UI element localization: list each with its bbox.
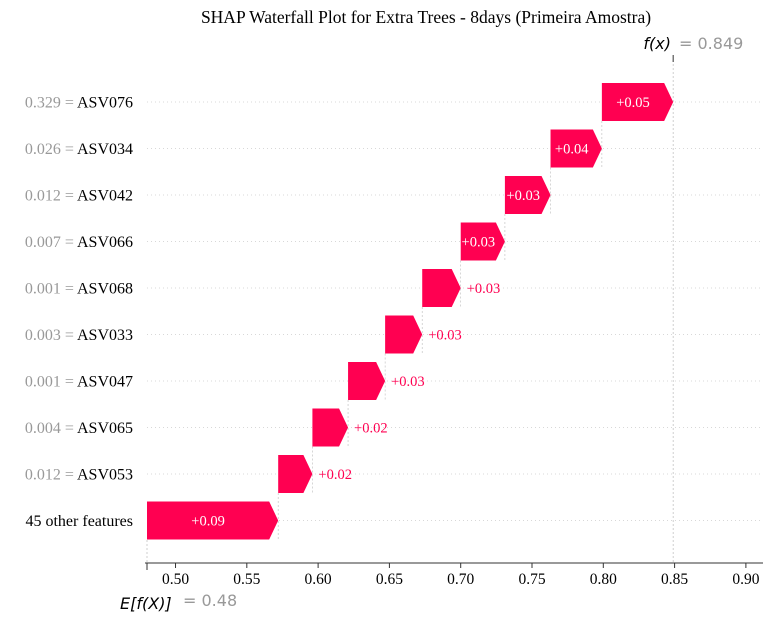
feature-name: ASV053 <box>77 467 133 484</box>
base-annotation: E[f(X)] = 0.48 <box>120 591 237 613</box>
feature-value: 0.003 = <box>25 327 77 344</box>
base-value: = 0.48 <box>183 591 237 610</box>
bar-value-label: +0.03 <box>467 281 501 297</box>
feature-name: ASV047 <box>77 374 133 391</box>
feature-value: 0.001 = <box>25 374 77 391</box>
feature-labels: 0.329 = ASV076 0.026 = ASV034 0.012 = ASV0… <box>25 95 133 531</box>
x-tick-label: 0.80 <box>590 571 617 588</box>
output-value: = 0.849 <box>679 34 743 53</box>
bars: +0.05 +0.04 +0.03 +0.03 +0.03 +0.03 +0.03 +0.02… <box>147 83 674 540</box>
feature-name: ASV042 <box>77 188 133 205</box>
shap-bar <box>601 83 674 121</box>
shap-bar <box>312 408 349 447</box>
bar-value-label: +0.04 <box>555 142 589 158</box>
chart-title: SHAP Waterfall Plot for Extra Trees - 8d… <box>201 7 651 27</box>
output-label: f(x) <box>643 34 671 53</box>
shap-bar <box>550 129 602 168</box>
feature-value: 0.007 = <box>25 234 77 251</box>
x-tick-label: 0.50 <box>162 571 189 588</box>
feature-label: 0.026 = ASV034 <box>25 141 133 158</box>
feature-name: ASV066 <box>77 234 133 251</box>
feature-value: 0.012 = <box>25 467 77 484</box>
feature-label: 0.003 = ASV033 <box>25 327 133 344</box>
feature-value: 0.012 = <box>25 188 77 205</box>
feature-label: 0.007 = ASV066 <box>25 234 133 251</box>
shap-bar <box>460 222 505 261</box>
bar-value-label: +0.03 <box>391 374 425 390</box>
feature-label: 0.012 = ASV042 <box>25 188 133 205</box>
feature-value: 0.026 = <box>25 141 77 158</box>
x-tick-label: 0.55 <box>233 571 260 588</box>
feature-name: ASV034 <box>77 141 133 158</box>
bar-value-label: +0.03 <box>428 328 462 344</box>
feature-name: ASV033 <box>77 327 133 344</box>
bar-value-label: +0.05 <box>616 95 650 111</box>
bar-value-label: +0.03 <box>462 235 496 251</box>
x-tick-label: 0.90 <box>732 571 759 588</box>
bar-value-label: +0.03 <box>506 188 540 204</box>
x-axis: 0.50 0.55 0.60 0.65 0.70 0.75 0.80 0.85 0.90 <box>145 55 763 588</box>
shap-bar <box>147 501 279 540</box>
feature-label: 0.012 = ASV053 <box>25 467 133 484</box>
bar-value-label: +0.02 <box>354 421 388 437</box>
feature-value: 0.329 = <box>25 95 77 112</box>
shap-bar <box>278 455 313 493</box>
feature-label: 0.001 = ASV068 <box>25 281 133 298</box>
x-tick-label: 0.65 <box>376 571 403 588</box>
shap-bar <box>504 176 551 214</box>
x-tick-label: 0.60 <box>305 571 332 588</box>
feature-name: ASV076 <box>77 95 133 112</box>
feature-value: 0.004 = <box>25 420 77 437</box>
shap-bar <box>422 269 461 307</box>
row-gridlines <box>147 101 763 521</box>
base-label: E[f(X)] <box>120 594 172 613</box>
feature-value: 0.001 = <box>25 281 77 298</box>
bar-value-label: +0.02 <box>318 467 352 483</box>
shap-bar <box>385 315 423 354</box>
x-tick-label: 0.85 <box>661 571 688 588</box>
feature-label: 45 other features <box>25 513 133 530</box>
feature-name: 45 other features <box>25 513 133 530</box>
feature-label: 0.004 = ASV065 <box>25 420 133 437</box>
x-tick-label: 0.75 <box>518 571 545 588</box>
shap-bar <box>348 362 386 400</box>
feature-name: ASV065 <box>77 420 133 437</box>
output-annotation: f(x) = 0.849 <box>643 34 743 53</box>
bar-value-label: +0.09 <box>191 514 225 530</box>
feature-label: 0.001 = ASV047 <box>25 374 133 391</box>
feature-name: ASV068 <box>77 281 133 298</box>
x-tick-label: 0.70 <box>447 571 474 588</box>
feature-label: 0.329 = ASV076 <box>25 95 133 112</box>
